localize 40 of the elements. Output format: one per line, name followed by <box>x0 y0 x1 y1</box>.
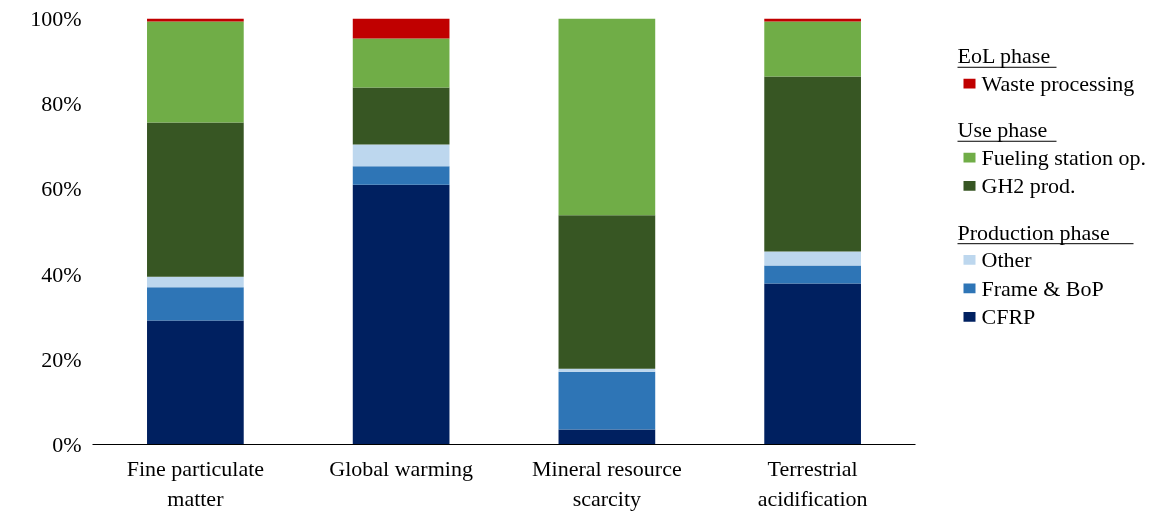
bar <box>352 144 450 167</box>
bar <box>352 184 450 445</box>
legend-label: GH2 prod. <box>981 173 1076 199</box>
bar <box>558 429 656 445</box>
y-tick-label: 0% <box>52 432 82 457</box>
bar <box>764 265 861 284</box>
bar <box>147 276 244 288</box>
bar <box>558 215 656 369</box>
bar <box>147 287 244 321</box>
bar <box>352 38 450 88</box>
y-tick-label: 80% <box>41 91 82 117</box>
bar <box>147 320 244 445</box>
x-tick-label: Mineral resource scarcity <box>532 455 682 511</box>
y-tick-label: 100% <box>30 6 82 31</box>
legend-label: CFRP <box>981 304 1036 330</box>
bar <box>764 283 861 445</box>
legend-label: Fueling station op. <box>981 145 1146 171</box>
legend-label: Frame & BoP <box>981 275 1104 301</box>
bar <box>147 122 244 277</box>
x-tick-label: Terrestrial acidification <box>757 455 868 511</box>
bar <box>147 21 244 123</box>
legend-label: Waste processing <box>981 71 1135 97</box>
y-tick-label: 40% <box>41 261 82 287</box>
bar <box>558 368 656 372</box>
text: Production phase <box>957 219 1110 245</box>
bar <box>352 87 450 145</box>
bar <box>352 18 450 39</box>
bar <box>558 371 656 430</box>
bar <box>352 166 450 185</box>
bar <box>764 21 861 77</box>
text: EoL phase <box>957 43 1051 69</box>
y-tick-label: 60% <box>41 176 82 202</box>
bar <box>764 251 861 266</box>
y-tick-label: 20% <box>41 346 82 372</box>
text: Use phase <box>957 117 1048 143</box>
bar <box>558 18 656 216</box>
bar <box>764 76 861 252</box>
x-tick-label: Global warming <box>329 455 473 481</box>
x-tick-label: Fine particulate matter <box>126 455 265 511</box>
legend-label: Other <box>981 247 1033 273</box>
